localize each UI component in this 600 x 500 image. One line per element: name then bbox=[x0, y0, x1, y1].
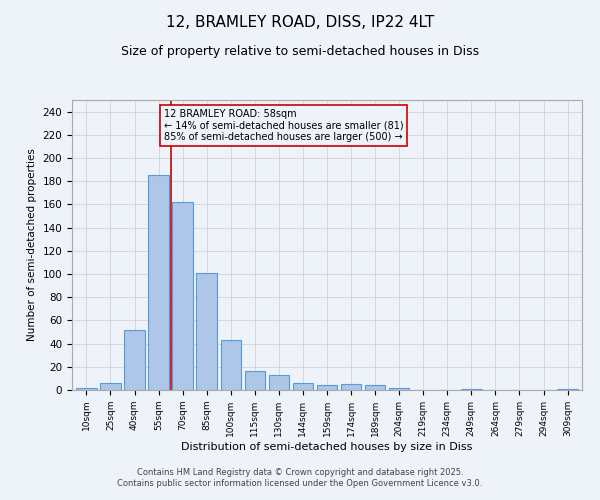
Bar bbox=[293, 383, 313, 390]
Bar bbox=[461, 389, 482, 390]
Text: Contains HM Land Registry data © Crown copyright and database right 2025.
Contai: Contains HM Land Registry data © Crown c… bbox=[118, 468, 482, 487]
Bar bbox=[172, 202, 193, 390]
Bar bbox=[317, 386, 337, 390]
Bar bbox=[148, 176, 169, 390]
Text: Size of property relative to semi-detached houses in Diss: Size of property relative to semi-detach… bbox=[121, 45, 479, 58]
Bar bbox=[76, 388, 97, 390]
Bar bbox=[389, 388, 409, 390]
Bar bbox=[196, 273, 217, 390]
Y-axis label: Number of semi-detached properties: Number of semi-detached properties bbox=[27, 148, 37, 342]
Bar bbox=[365, 386, 385, 390]
Bar bbox=[269, 375, 289, 390]
Bar bbox=[557, 389, 578, 390]
Bar bbox=[341, 384, 361, 390]
Text: 12 BRAMLEY ROAD: 58sqm
← 14% of semi-detached houses are smaller (81)
85% of sem: 12 BRAMLEY ROAD: 58sqm ← 14% of semi-det… bbox=[164, 108, 403, 142]
Bar bbox=[100, 383, 121, 390]
Bar bbox=[221, 340, 241, 390]
Bar bbox=[124, 330, 145, 390]
Bar bbox=[245, 372, 265, 390]
X-axis label: Distribution of semi-detached houses by size in Diss: Distribution of semi-detached houses by … bbox=[181, 442, 473, 452]
Text: 12, BRAMLEY ROAD, DISS, IP22 4LT: 12, BRAMLEY ROAD, DISS, IP22 4LT bbox=[166, 15, 434, 30]
